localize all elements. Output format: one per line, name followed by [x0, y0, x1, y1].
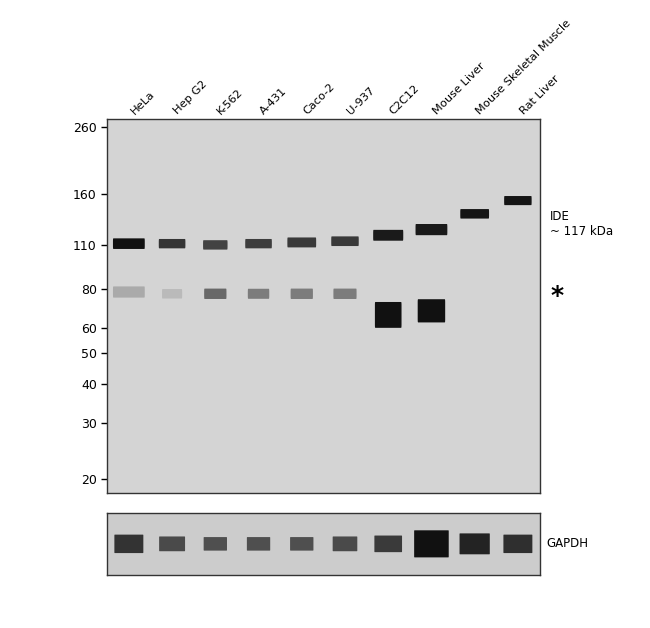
- Text: Rat Liver: Rat Liver: [518, 73, 561, 116]
- FancyBboxPatch shape: [374, 536, 402, 552]
- FancyBboxPatch shape: [333, 289, 357, 299]
- FancyBboxPatch shape: [159, 239, 185, 248]
- Text: A-431: A-431: [259, 85, 289, 116]
- FancyBboxPatch shape: [333, 536, 358, 551]
- FancyBboxPatch shape: [247, 537, 270, 551]
- FancyBboxPatch shape: [113, 239, 145, 249]
- FancyBboxPatch shape: [503, 534, 532, 553]
- Text: Hep G2: Hep G2: [172, 79, 209, 116]
- FancyBboxPatch shape: [290, 537, 313, 551]
- FancyBboxPatch shape: [415, 224, 447, 235]
- FancyBboxPatch shape: [114, 534, 144, 553]
- FancyBboxPatch shape: [162, 289, 182, 298]
- FancyBboxPatch shape: [203, 240, 228, 249]
- FancyBboxPatch shape: [332, 236, 359, 246]
- FancyBboxPatch shape: [460, 533, 490, 555]
- FancyBboxPatch shape: [113, 286, 145, 298]
- FancyBboxPatch shape: [460, 209, 489, 219]
- Text: Mouse Skeletal Muscle: Mouse Skeletal Muscle: [474, 18, 573, 116]
- FancyBboxPatch shape: [291, 289, 313, 299]
- FancyBboxPatch shape: [287, 237, 316, 247]
- FancyBboxPatch shape: [248, 289, 269, 299]
- Text: Mouse Liver: Mouse Liver: [432, 60, 487, 116]
- FancyBboxPatch shape: [373, 230, 403, 241]
- FancyBboxPatch shape: [245, 239, 272, 248]
- FancyBboxPatch shape: [204, 289, 226, 299]
- FancyBboxPatch shape: [375, 302, 402, 328]
- Text: Caco-2: Caco-2: [302, 81, 337, 116]
- FancyBboxPatch shape: [203, 537, 227, 551]
- FancyBboxPatch shape: [414, 530, 448, 558]
- Text: GAPDH: GAPDH: [546, 538, 588, 550]
- FancyBboxPatch shape: [159, 536, 185, 551]
- Text: U-937: U-937: [345, 85, 376, 116]
- Text: K-562: K-562: [215, 87, 245, 116]
- Text: HeLa: HeLa: [129, 89, 156, 116]
- Text: IDE
~ 117 kDa: IDE ~ 117 kDa: [551, 210, 614, 238]
- FancyBboxPatch shape: [504, 196, 532, 205]
- FancyBboxPatch shape: [418, 299, 445, 322]
- Text: *: *: [551, 284, 564, 308]
- Text: C2C12: C2C12: [388, 83, 422, 116]
